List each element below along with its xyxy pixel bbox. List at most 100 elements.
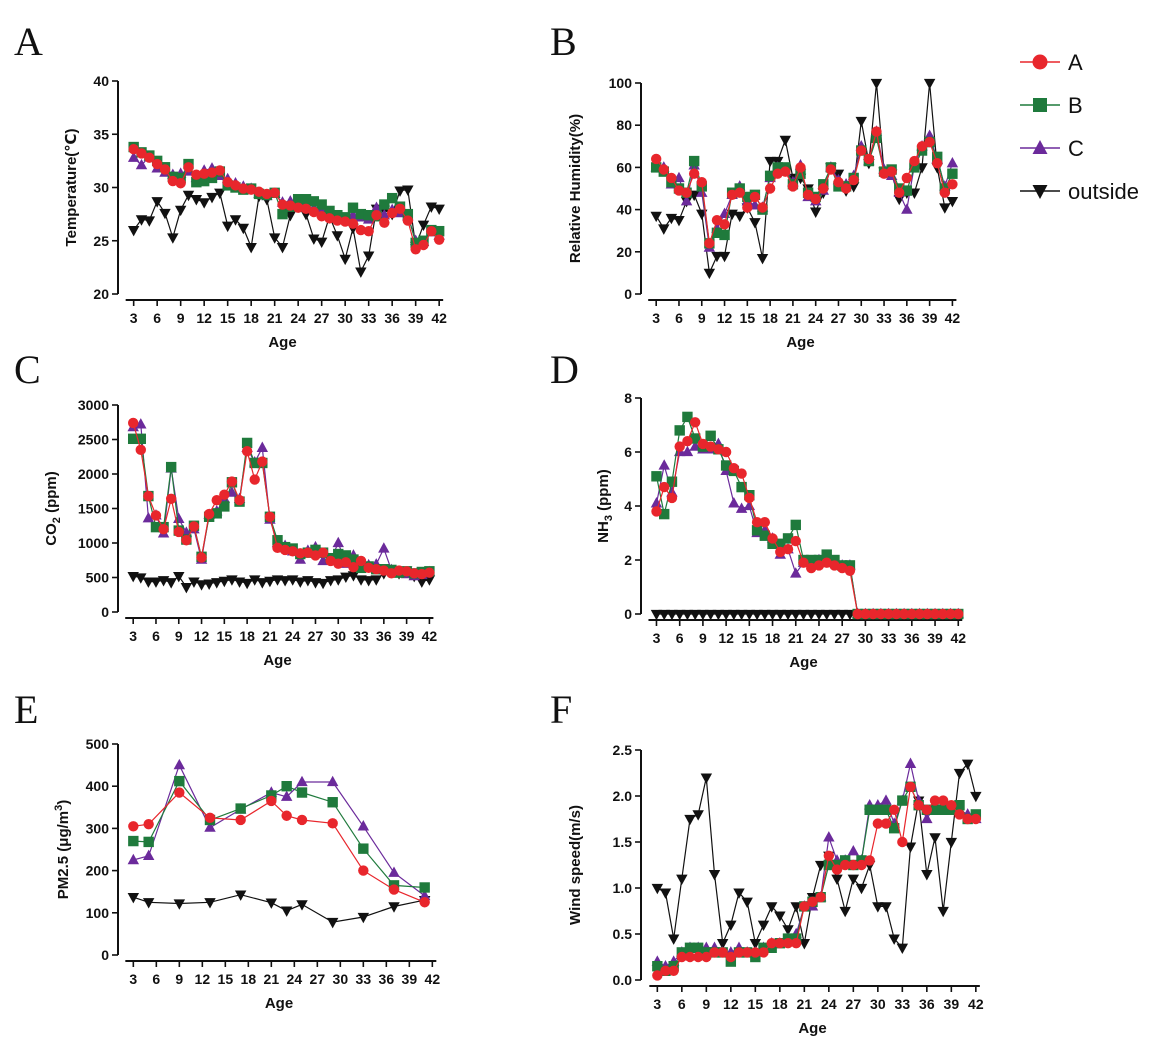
- data-point-B: [692, 942, 704, 953]
- series-line-A: [655, 131, 953, 244]
- data-point-outside: [173, 899, 186, 910]
- data-point-B: [901, 185, 913, 196]
- data-point-outside: [198, 198, 210, 209]
- y-tick-label: 500: [86, 736, 110, 752]
- data-point-A: [782, 544, 794, 555]
- data-point-outside: [692, 810, 704, 821]
- data-point-outside: [317, 578, 329, 590]
- data-point-A: [371, 209, 382, 221]
- data-point-C: [880, 794, 892, 805]
- data-point-outside: [204, 898, 216, 909]
- data-point-A: [295, 548, 306, 559]
- data-point-A: [790, 535, 801, 547]
- data-point-A: [701, 951, 712, 963]
- data-point-A: [317, 547, 329, 558]
- data-point-outside: [766, 609, 779, 621]
- x-tick-label: 42: [431, 310, 447, 326]
- data-point-A: [867, 608, 879, 620]
- data-point-A: [883, 608, 894, 620]
- data-point-outside: [684, 814, 696, 826]
- y-tick-label: 1.5: [613, 834, 633, 850]
- data-point-C: [127, 151, 140, 162]
- data-point-outside: [256, 578, 269, 589]
- data-point-C: [650, 497, 663, 508]
- data-point-B: [782, 533, 794, 544]
- data-point-outside: [650, 211, 662, 223]
- data-point-B: [241, 437, 253, 449]
- data-point-C: [823, 831, 835, 842]
- x-tick-label: 36: [899, 310, 915, 326]
- data-point-C: [280, 790, 293, 801]
- x-tick-label: 21: [797, 996, 813, 1012]
- x-tick-label: 39: [944, 996, 960, 1012]
- data-point-outside: [135, 573, 147, 584]
- x-tick-label: 12: [718, 630, 734, 646]
- x-tick-label: 15: [748, 996, 764, 1012]
- data-point-A: [864, 855, 875, 866]
- panel-letter: E: [14, 687, 38, 732]
- x-tick-label: 42: [950, 630, 966, 646]
- data-point-outside: [370, 575, 382, 586]
- data-point-outside: [271, 575, 284, 586]
- data-point-outside: [417, 220, 430, 232]
- series-line-B: [133, 779, 425, 889]
- data-point-A: [674, 441, 685, 452]
- data-point-outside: [733, 888, 745, 899]
- data-point-A: [717, 947, 728, 958]
- data-point-A: [238, 183, 249, 194]
- data-point-A: [135, 444, 146, 456]
- data-point-outside: [188, 577, 200, 588]
- x-tick-label: 27: [314, 310, 330, 326]
- x-tick-label: 33: [353, 628, 369, 644]
- legend-label: outside: [1068, 179, 1139, 204]
- data-point-C: [728, 497, 740, 508]
- x-tick-label: 30: [853, 310, 869, 326]
- x-tick-label: 6: [675, 310, 683, 326]
- y-axis-title: CO2 (ppm): [43, 471, 63, 545]
- data-point-outside: [362, 576, 375, 587]
- data-point-A: [281, 810, 292, 821]
- data-point-A: [886, 166, 897, 177]
- data-point-outside: [855, 116, 867, 128]
- data-point-A: [947, 179, 958, 190]
- x-tick-label: 9: [702, 996, 710, 1012]
- series-A: [128, 787, 430, 908]
- data-point-B: [742, 191, 753, 203]
- data-point-C: [326, 775, 339, 787]
- data-point-A: [741, 947, 753, 958]
- data-point-outside: [774, 911, 786, 922]
- data-point-outside: [790, 902, 802, 913]
- data-point-B: [872, 804, 884, 815]
- data-point-A: [929, 795, 941, 806]
- data-point-B: [775, 538, 786, 549]
- data-point-B: [674, 425, 685, 436]
- data-point-A: [759, 517, 771, 528]
- data-point-A: [720, 446, 732, 458]
- data-point-A: [909, 155, 920, 167]
- x-tick-label: 24: [287, 971, 303, 987]
- x-tick-label: 12: [723, 996, 739, 1012]
- data-point-B: [292, 194, 304, 205]
- y-axis-title: PM2.5 (μg/m3): [53, 800, 72, 899]
- x-tick-label: 36: [919, 996, 935, 1012]
- data-point-outside: [280, 906, 293, 917]
- data-point-B: [266, 790, 277, 801]
- data-point-A: [921, 804, 933, 815]
- data-point-A: [871, 126, 882, 137]
- data-point-B: [705, 430, 716, 441]
- data-point-A: [660, 965, 671, 976]
- x-tick-label: 12: [717, 310, 733, 326]
- data-point-A: [962, 813, 973, 825]
- data-point-outside: [782, 609, 794, 621]
- x-tick-label: 9: [177, 310, 185, 326]
- data-point-outside: [650, 609, 663, 621]
- data-point-outside: [798, 939, 811, 950]
- data-point-outside: [765, 902, 778, 913]
- data-point-A: [327, 818, 338, 829]
- data-point-outside: [388, 902, 400, 913]
- y-tick-label: 400: [86, 778, 110, 794]
- data-point-B: [651, 471, 662, 482]
- y-tick-label: 2.5: [613, 742, 633, 758]
